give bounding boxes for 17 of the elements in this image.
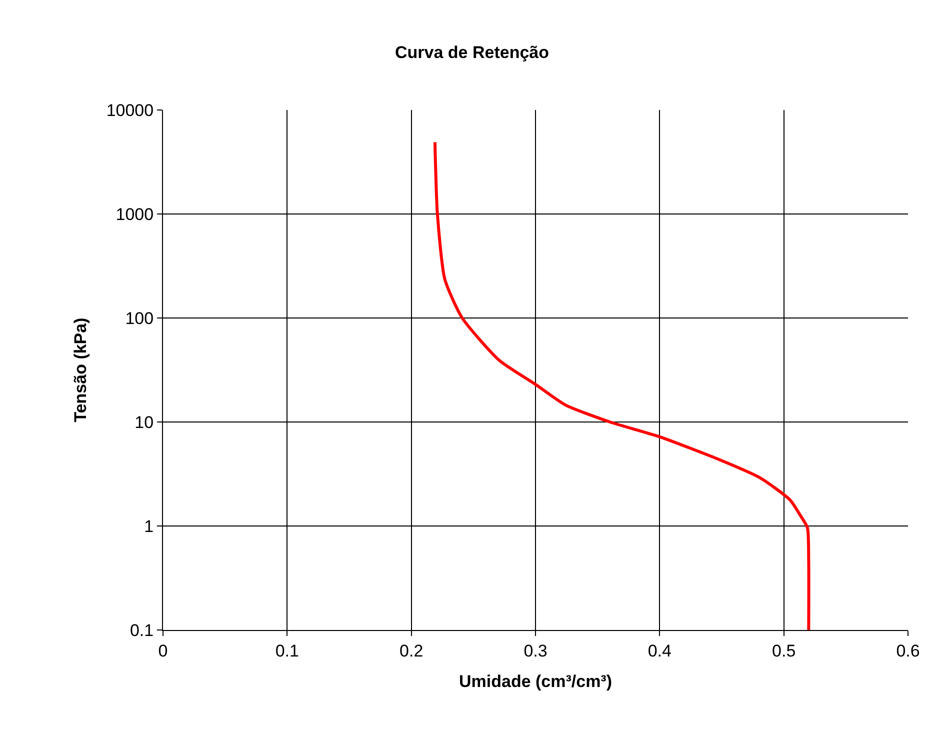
- y-tick-label: 1: [144, 516, 154, 536]
- y-tick-label: 10000: [106, 100, 154, 120]
- x-tick-label: 0.2: [400, 641, 424, 660]
- y-tick-label: 0.1: [130, 620, 154, 640]
- x-tick-label: 0: [158, 641, 168, 660]
- x-axis-title: Umidade (cm³/cm³): [458, 672, 612, 691]
- x-tick-label: 0.6: [896, 641, 920, 660]
- y-tick-label: 10: [134, 412, 154, 432]
- y-tick-label: 100: [125, 308, 154, 328]
- chart-title: Curva de Retenção: [395, 42, 549, 62]
- x-tick-label: 0.4: [648, 641, 672, 660]
- x-tick-label: 0.1: [275, 641, 299, 660]
- x-tick-label: 0.3: [524, 641, 548, 660]
- y-axis-title: Tensão (kPa): [70, 318, 90, 422]
- y-tick-label: 1000: [116, 204, 154, 224]
- x-tick-label: 0.5: [772, 641, 796, 660]
- line-series: [433, 140, 810, 630]
